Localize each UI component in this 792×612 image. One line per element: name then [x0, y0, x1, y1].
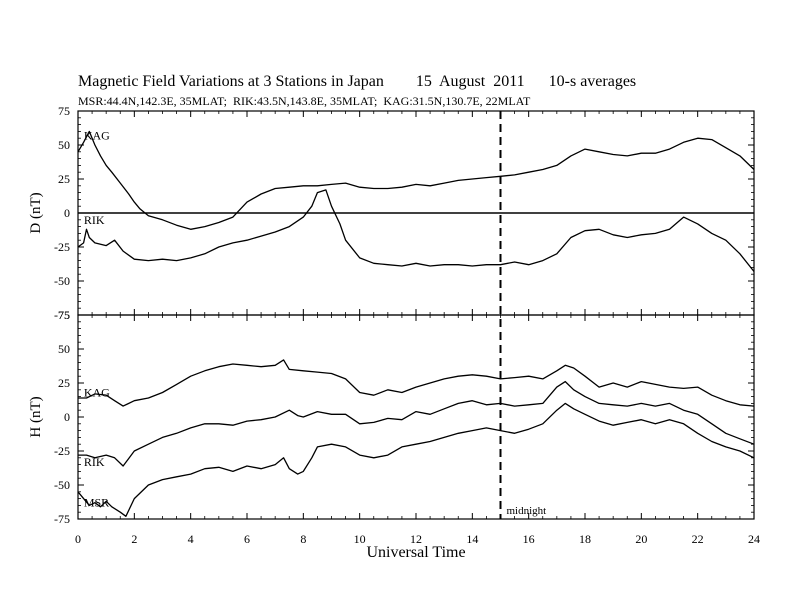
y-tick-label: -25 — [54, 240, 70, 254]
x-tick-label: 4 — [188, 532, 194, 546]
x-tick-label: 16 — [523, 532, 535, 546]
series-line-rik-H — [78, 380, 755, 467]
y-tick-label: 50 — [58, 138, 70, 152]
x-tick-label: 12 — [410, 532, 422, 546]
series-line-msr-H — [77, 402, 755, 517]
y-tick-label: 25 — [58, 172, 70, 186]
x-tick-label: 14 — [466, 532, 478, 546]
x-tick-label: 18 — [579, 532, 591, 546]
midnight-label: midnight — [507, 505, 547, 517]
y-tick-label: 75 — [58, 308, 70, 322]
series-line-kag-D — [77, 130, 755, 230]
x-tick-label: 20 — [635, 532, 647, 546]
y-tick-label: -50 — [54, 478, 70, 492]
station-info: MSR:44.4N,142.3E, 35MLAT; RIK:43.5N,143.… — [78, 94, 531, 108]
x-tick-label: 2 — [131, 532, 137, 546]
y-tick-label: -75 — [54, 308, 70, 322]
x-tick-label: 22 — [692, 532, 704, 546]
chart-title: Magnetic Field Variations at 3 Stations … — [78, 73, 637, 90]
series-label-rik-D: RIK — [84, 213, 105, 227]
y-tick-label: 0 — [64, 410, 70, 424]
series-label-kag-D: KAG — [84, 128, 110, 142]
y-tick-label: -50 — [54, 274, 70, 288]
y-tick-label: 75 — [58, 104, 70, 118]
y-axis-label-H: H (nT) — [28, 396, 44, 437]
x-tick-label: 0 — [75, 532, 81, 546]
y-tick-label: 0 — [64, 206, 70, 220]
y-tick-label: -25 — [54, 444, 70, 458]
x-tick-label: 8 — [300, 532, 306, 546]
y-axis-label-D: D (nT) — [28, 192, 44, 233]
x-axis-label: Universal Time — [366, 544, 465, 561]
series-label-kag-H: KAG — [84, 386, 110, 400]
x-tick-label: 6 — [244, 532, 250, 546]
y-tick-label: 50 — [58, 342, 70, 356]
series-label-msr-H: MSR — [84, 496, 109, 510]
panel-frame-H — [77, 314, 755, 520]
series-label-rik-H: RIK — [84, 455, 105, 469]
x-tick-label: 10 — [354, 532, 366, 546]
x-tick-label: 24 — [748, 532, 760, 546]
series-line-kag-H — [78, 359, 755, 407]
y-tick-label: -75 — [54, 512, 70, 526]
series-line-rik-D — [77, 189, 755, 272]
y-tick-label: 25 — [58, 376, 70, 390]
